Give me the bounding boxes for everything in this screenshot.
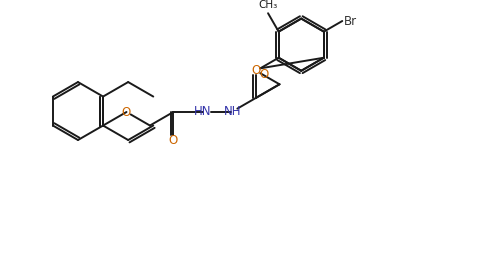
- Text: O: O: [122, 105, 131, 119]
- Text: NH: NH: [224, 105, 241, 118]
- Text: O: O: [251, 64, 261, 77]
- Text: Br: Br: [344, 14, 357, 27]
- Text: CH₃: CH₃: [258, 0, 278, 10]
- Text: HN: HN: [195, 105, 212, 118]
- Text: O: O: [169, 134, 178, 147]
- Text: O: O: [259, 68, 268, 81]
